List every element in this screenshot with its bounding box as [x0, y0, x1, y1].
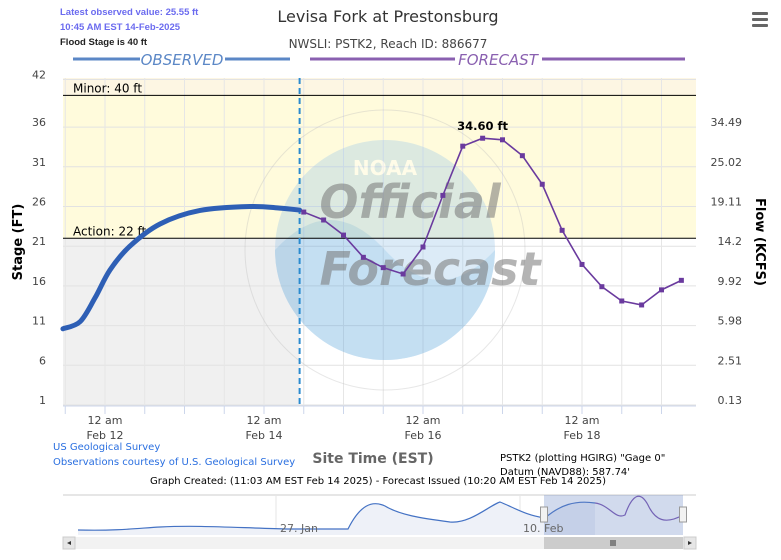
- y-tick-label: 16: [32, 275, 46, 288]
- forecast-point: [579, 261, 585, 267]
- forecast-point: [420, 244, 426, 250]
- peak-label: 34.60 ft: [457, 119, 508, 133]
- watermark-official: Official: [319, 175, 502, 229]
- watermark-logo: NOAA: [353, 156, 418, 180]
- navigator-forecast-line: [594, 495, 684, 521]
- y-tick-label: 11: [32, 315, 46, 328]
- forecast-point: [380, 265, 386, 271]
- navigator-observed-line: [77, 501, 596, 531]
- forecast-point: [599, 284, 605, 290]
- y2-tick-label: 0.13: [718, 394, 743, 407]
- navigator-handle[interactable]: [540, 506, 548, 523]
- noaa-watermark: NOAA: [244, 109, 526, 391]
- watermark-forecast: Forecast: [319, 242, 542, 296]
- y2-tick-label: 25.02: [711, 156, 743, 169]
- forecast-point: [440, 192, 446, 198]
- latest-observed-value: Latest observed value: 25.55 ft: [60, 7, 199, 18]
- forecast-point: [301, 209, 307, 215]
- graph-created-note: Graph Created: (11:03 AM EST Feb 14 2025…: [150, 476, 606, 487]
- x-axis-title: Site Time (EST): [312, 451, 433, 467]
- observed-series-line: [60, 203, 303, 332]
- y2-tick-label: 14.2: [718, 235, 743, 248]
- y2-tick-label: 19.11: [711, 196, 743, 209]
- scroll-left-arrow-icon: [67, 541, 71, 545]
- forecast-point: [360, 254, 366, 260]
- threshold-label-action: Action: 22 ft: [73, 224, 147, 238]
- y-tick-label: 1: [39, 394, 46, 407]
- chart-subtitle: NWSLI: PSTK2, Reach ID: 886677: [289, 37, 488, 51]
- y-axis-title: Stage (FT): [11, 204, 26, 281]
- y-tick-label: 36: [32, 116, 46, 129]
- navigator-label: 27. Jan: [280, 522, 318, 535]
- datum-label-2: Datum (NAVD88): 587.74': [500, 467, 630, 478]
- forecast-point: [500, 137, 505, 143]
- navigator-area: [78, 502, 595, 535]
- datum-label-1: PSTK2 (plotting HGIRG) "Gage 0": [500, 453, 665, 464]
- y-tick-label: 31: [32, 156, 46, 169]
- y2-tick-label: 34.49: [711, 116, 743, 129]
- y2-tick-label: 9.92: [718, 275, 743, 288]
- usgs-link[interactable]: US Geological Survey: [53, 442, 160, 453]
- usgs-courtesy-link[interactable]: Observations courtesy of U.S. Geological…: [53, 457, 295, 468]
- navigator-selected-range[interactable]: [544, 495, 683, 535]
- x-tick-label: 12 am: [247, 414, 282, 427]
- forecast-point: [519, 153, 525, 159]
- forecast-point: [460, 143, 466, 149]
- x-tick-label: 12 am: [406, 414, 441, 427]
- observed-header-label: OBSERVED: [141, 51, 224, 69]
- y-tick-label: 42: [32, 68, 46, 81]
- forecast-point: [559, 227, 565, 233]
- navigator-scrollbar-track[interactable]: [63, 537, 696, 549]
- forecast-point: [539, 181, 545, 187]
- y2-tick-label: 5.98: [718, 315, 743, 328]
- latest-observed-time: 10:45 AM EST 14-Feb-2025: [60, 22, 181, 33]
- y2-axis-title: Flow (KCFS): [752, 198, 767, 286]
- x-tick-label: Feb 14: [246, 429, 283, 442]
- forecast-point: [321, 217, 327, 223]
- x-tick-label: 12 am: [88, 414, 123, 427]
- x-tick-label: 12 am: [565, 414, 600, 427]
- watermark-wave: [275, 220, 495, 360]
- scroll-right-arrow-icon: [688, 541, 692, 545]
- x-tick-label: Feb 18: [564, 429, 601, 442]
- watermark-disc: [275, 140, 495, 360]
- threshold-label-minor: Minor: 40 ft: [73, 81, 142, 95]
- flood-stage-note: Flood Stage is 40 ft: [60, 37, 148, 48]
- navigator-label: 10. Feb: [523, 522, 563, 535]
- y-tick-label: 21: [32, 235, 46, 248]
- forecast-point: [678, 277, 684, 283]
- forecast-point: [480, 135, 486, 141]
- forecast-header-label: FORECAST: [458, 51, 540, 69]
- y-tick-label: 6: [39, 354, 46, 367]
- forecast-point: [619, 298, 625, 304]
- y2-tick-label: 2.51: [718, 354, 743, 367]
- watermark-ring: [244, 109, 526, 391]
- y-tick-label: 26: [32, 196, 46, 209]
- x-tick-label: Feb 16: [405, 429, 442, 442]
- forecast-point: [639, 302, 645, 308]
- observed-below-action-band: [63, 238, 300, 406]
- forecast-series-line: [303, 137, 682, 306]
- hamburger-menu-icon[interactable]: [752, 12, 768, 30]
- x-tick-label: Feb 12: [87, 429, 124, 442]
- navigator-handle[interactable]: [679, 506, 687, 523]
- forecast-point: [400, 271, 406, 277]
- chart-title: Levisa Fork at Prestonsburg: [277, 7, 498, 26]
- above-minor-band: [63, 78, 696, 96]
- forecast-point: [659, 287, 664, 293]
- forecast-point: [341, 232, 346, 238]
